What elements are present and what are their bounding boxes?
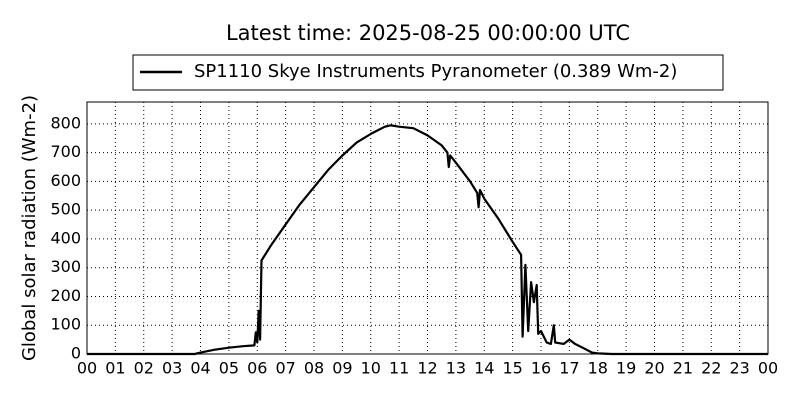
x-tick-label: 06 <box>247 359 267 378</box>
y-tick-label: 700 <box>50 142 81 161</box>
y-axis-label: Global solar radiation (Wm-2) <box>19 95 40 361</box>
x-tick-label: 13 <box>446 359 466 378</box>
x-tick-label: 22 <box>701 359 721 378</box>
y-tick-label: 300 <box>50 257 81 276</box>
data-line <box>87 124 768 356</box>
chart-title: Latest time: 2025-08-25 00:00:00 UTC <box>226 21 630 45</box>
x-tick-label: 10 <box>361 359 381 378</box>
x-tick-label: 20 <box>644 359 664 378</box>
plot-frame <box>86 101 769 355</box>
x-tick-label: 19 <box>616 359 636 378</box>
x-tick-label: 14 <box>474 359 494 378</box>
x-tick-label: 15 <box>502 359 522 378</box>
y-tick-label: 500 <box>50 200 81 219</box>
x-tick-label: 18 <box>588 359 608 378</box>
x-tick-label: 02 <box>134 359 154 378</box>
x-tick-label: 11 <box>389 359 409 378</box>
x-tick-label: 23 <box>729 359 749 378</box>
y-tick-label: 600 <box>50 171 81 190</box>
y-tick-label: 800 <box>50 113 81 132</box>
x-tick-label: 03 <box>162 359 182 378</box>
x-tick-label: 04 <box>190 359 210 378</box>
x-tick-label: 07 <box>275 359 295 378</box>
x-tick-label: 21 <box>673 359 693 378</box>
x-tick-label: 01 <box>105 359 125 378</box>
legend-box <box>132 54 724 91</box>
y-tick-label: 400 <box>50 228 81 247</box>
x-tick-label: 17 <box>559 359 579 378</box>
x-tick-label: 12 <box>417 359 437 378</box>
y-tick-label: 100 <box>50 315 81 334</box>
y-tick-label: 200 <box>50 286 81 305</box>
x-tick-label: 16 <box>531 359 551 378</box>
x-tick-label: 05 <box>219 359 239 378</box>
y-tick-label: 0 <box>71 344 81 363</box>
x-tick-label: 08 <box>304 359 324 378</box>
legend-label: SP1110 Skye Instruments Pyranometer (0.3… <box>194 61 677 82</box>
x-tick-label: 00 <box>758 359 778 378</box>
x-tick-label: 09 <box>332 359 352 378</box>
x-tick-label: 00 <box>77 359 97 378</box>
